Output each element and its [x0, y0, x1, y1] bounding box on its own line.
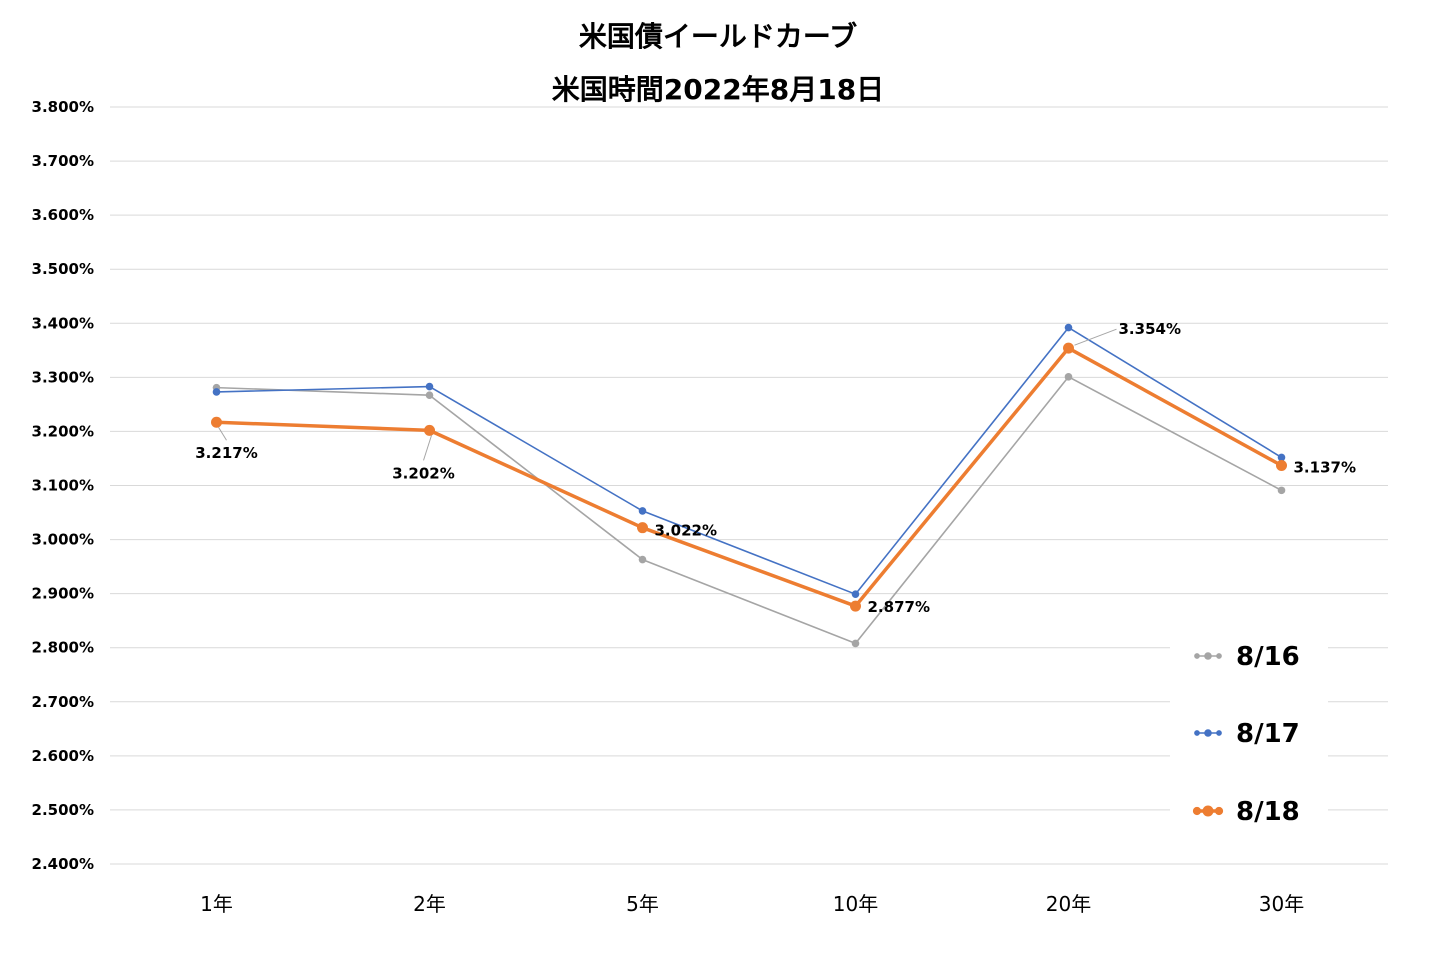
- data-point: [1277, 453, 1286, 462]
- y-tick-label: 3.700%: [32, 152, 94, 170]
- legend-swatch-marker: [1216, 653, 1222, 659]
- data-point: [638, 555, 647, 564]
- legend-swatch-marker: [1194, 730, 1200, 736]
- y-tick-label: 3.800%: [32, 98, 94, 116]
- data-point: [1276, 459, 1287, 471]
- legend-swatch-marker: [1194, 653, 1200, 659]
- series-8-16: [212, 373, 1286, 648]
- legend: 8/16 8/17 8/18: [1170, 627, 1328, 849]
- data-point: [425, 382, 434, 391]
- data-label: 3.137%: [1294, 458, 1356, 476]
- series-lines: [211, 323, 1287, 648]
- y-axis-ticks: 2.400% 2.500% 2.600% 2.700% 2.800% 2.900% 3.00…: [32, 98, 94, 873]
- legend-item: 8/16: [1194, 642, 1300, 672]
- data-point: [1063, 342, 1074, 354]
- gridlines: [110, 106, 1388, 865]
- label-leader-line: [423, 435, 432, 461]
- legend-swatch-marker: [1192, 806, 1202, 816]
- x-tick-label: 30年: [1259, 892, 1304, 916]
- legend-swatch-marker: [1214, 806, 1224, 816]
- label-leader-line: [1074, 328, 1117, 346]
- y-tick-label: 2.800%: [32, 639, 94, 657]
- data-point: [851, 590, 860, 598]
- y-tick-label: 3.600%: [32, 206, 94, 224]
- y-tick-label: 2.400%: [32, 855, 94, 873]
- legend-label: 8/16: [1236, 642, 1300, 672]
- data-label: 2.877%: [868, 598, 930, 616]
- x-axis-ticks: 1年 2年 5年 10年 20年 30年: [200, 892, 1304, 916]
- data-point: [638, 507, 647, 515]
- data-point: [1277, 486, 1286, 495]
- data-point: [211, 416, 222, 428]
- series-line: [216, 346, 1283, 608]
- data-point: [1064, 373, 1073, 381]
- x-tick-label: 10年: [833, 892, 878, 916]
- data-point: [425, 391, 434, 400]
- legend-label: 8/17: [1236, 719, 1300, 749]
- y-tick-label: 2.500%: [32, 801, 94, 819]
- y-tick-label: 2.900%: [32, 585, 94, 603]
- chart-subtitle: 米国時間2022年8月18日: [552, 73, 884, 106]
- x-tick-label: 1年: [200, 892, 233, 916]
- y-tick-label: 3.100%: [32, 477, 94, 495]
- legend-label: 8/18: [1236, 797, 1300, 827]
- legend-swatch-marker: [1216, 730, 1222, 736]
- legend-swatch-marker: [1204, 652, 1212, 660]
- data-point: [1064, 323, 1073, 332]
- series-line: [216, 376, 1282, 645]
- label-leader-line: [218, 426, 227, 441]
- data-label: 3.354%: [1119, 320, 1181, 338]
- x-tick-label: 5年: [626, 892, 659, 916]
- data-point: [850, 600, 861, 612]
- y-tick-label: 3.000%: [32, 531, 94, 549]
- data-point: [637, 522, 648, 534]
- legend-swatch-marker: [1202, 805, 1214, 817]
- y-tick-label: 3.500%: [32, 260, 94, 278]
- data-point: [212, 388, 221, 396]
- x-tick-label: 2年: [413, 892, 446, 916]
- x-tick-label: 20年: [1046, 892, 1091, 916]
- legend-item: 8/18: [1192, 797, 1300, 827]
- y-tick-label: 3.200%: [32, 422, 94, 440]
- series-8-17: [212, 323, 1286, 598]
- y-tick-label: 2.700%: [32, 693, 94, 711]
- data-point: [424, 424, 435, 436]
- data-label: 3.202%: [392, 464, 454, 482]
- data-label: 3.217%: [195, 444, 257, 462]
- legend-swatch-marker: [1204, 729, 1212, 737]
- y-tick-label: 3.300%: [32, 368, 94, 386]
- y-tick-label: 2.600%: [32, 747, 94, 765]
- series-8-18: [211, 342, 1287, 612]
- legend-item: 8/17: [1194, 719, 1300, 749]
- data-point: [851, 639, 860, 648]
- data-label: 3.022%: [655, 522, 717, 540]
- data-labels: 3.217% 3.202% 3.022% 2.877% 3.354% 3.137%: [195, 320, 1356, 616]
- chart-title: 米国債イールドカーブ: [579, 20, 857, 53]
- series-line: [216, 326, 1282, 595]
- y-tick-label: 3.400%: [32, 314, 94, 332]
